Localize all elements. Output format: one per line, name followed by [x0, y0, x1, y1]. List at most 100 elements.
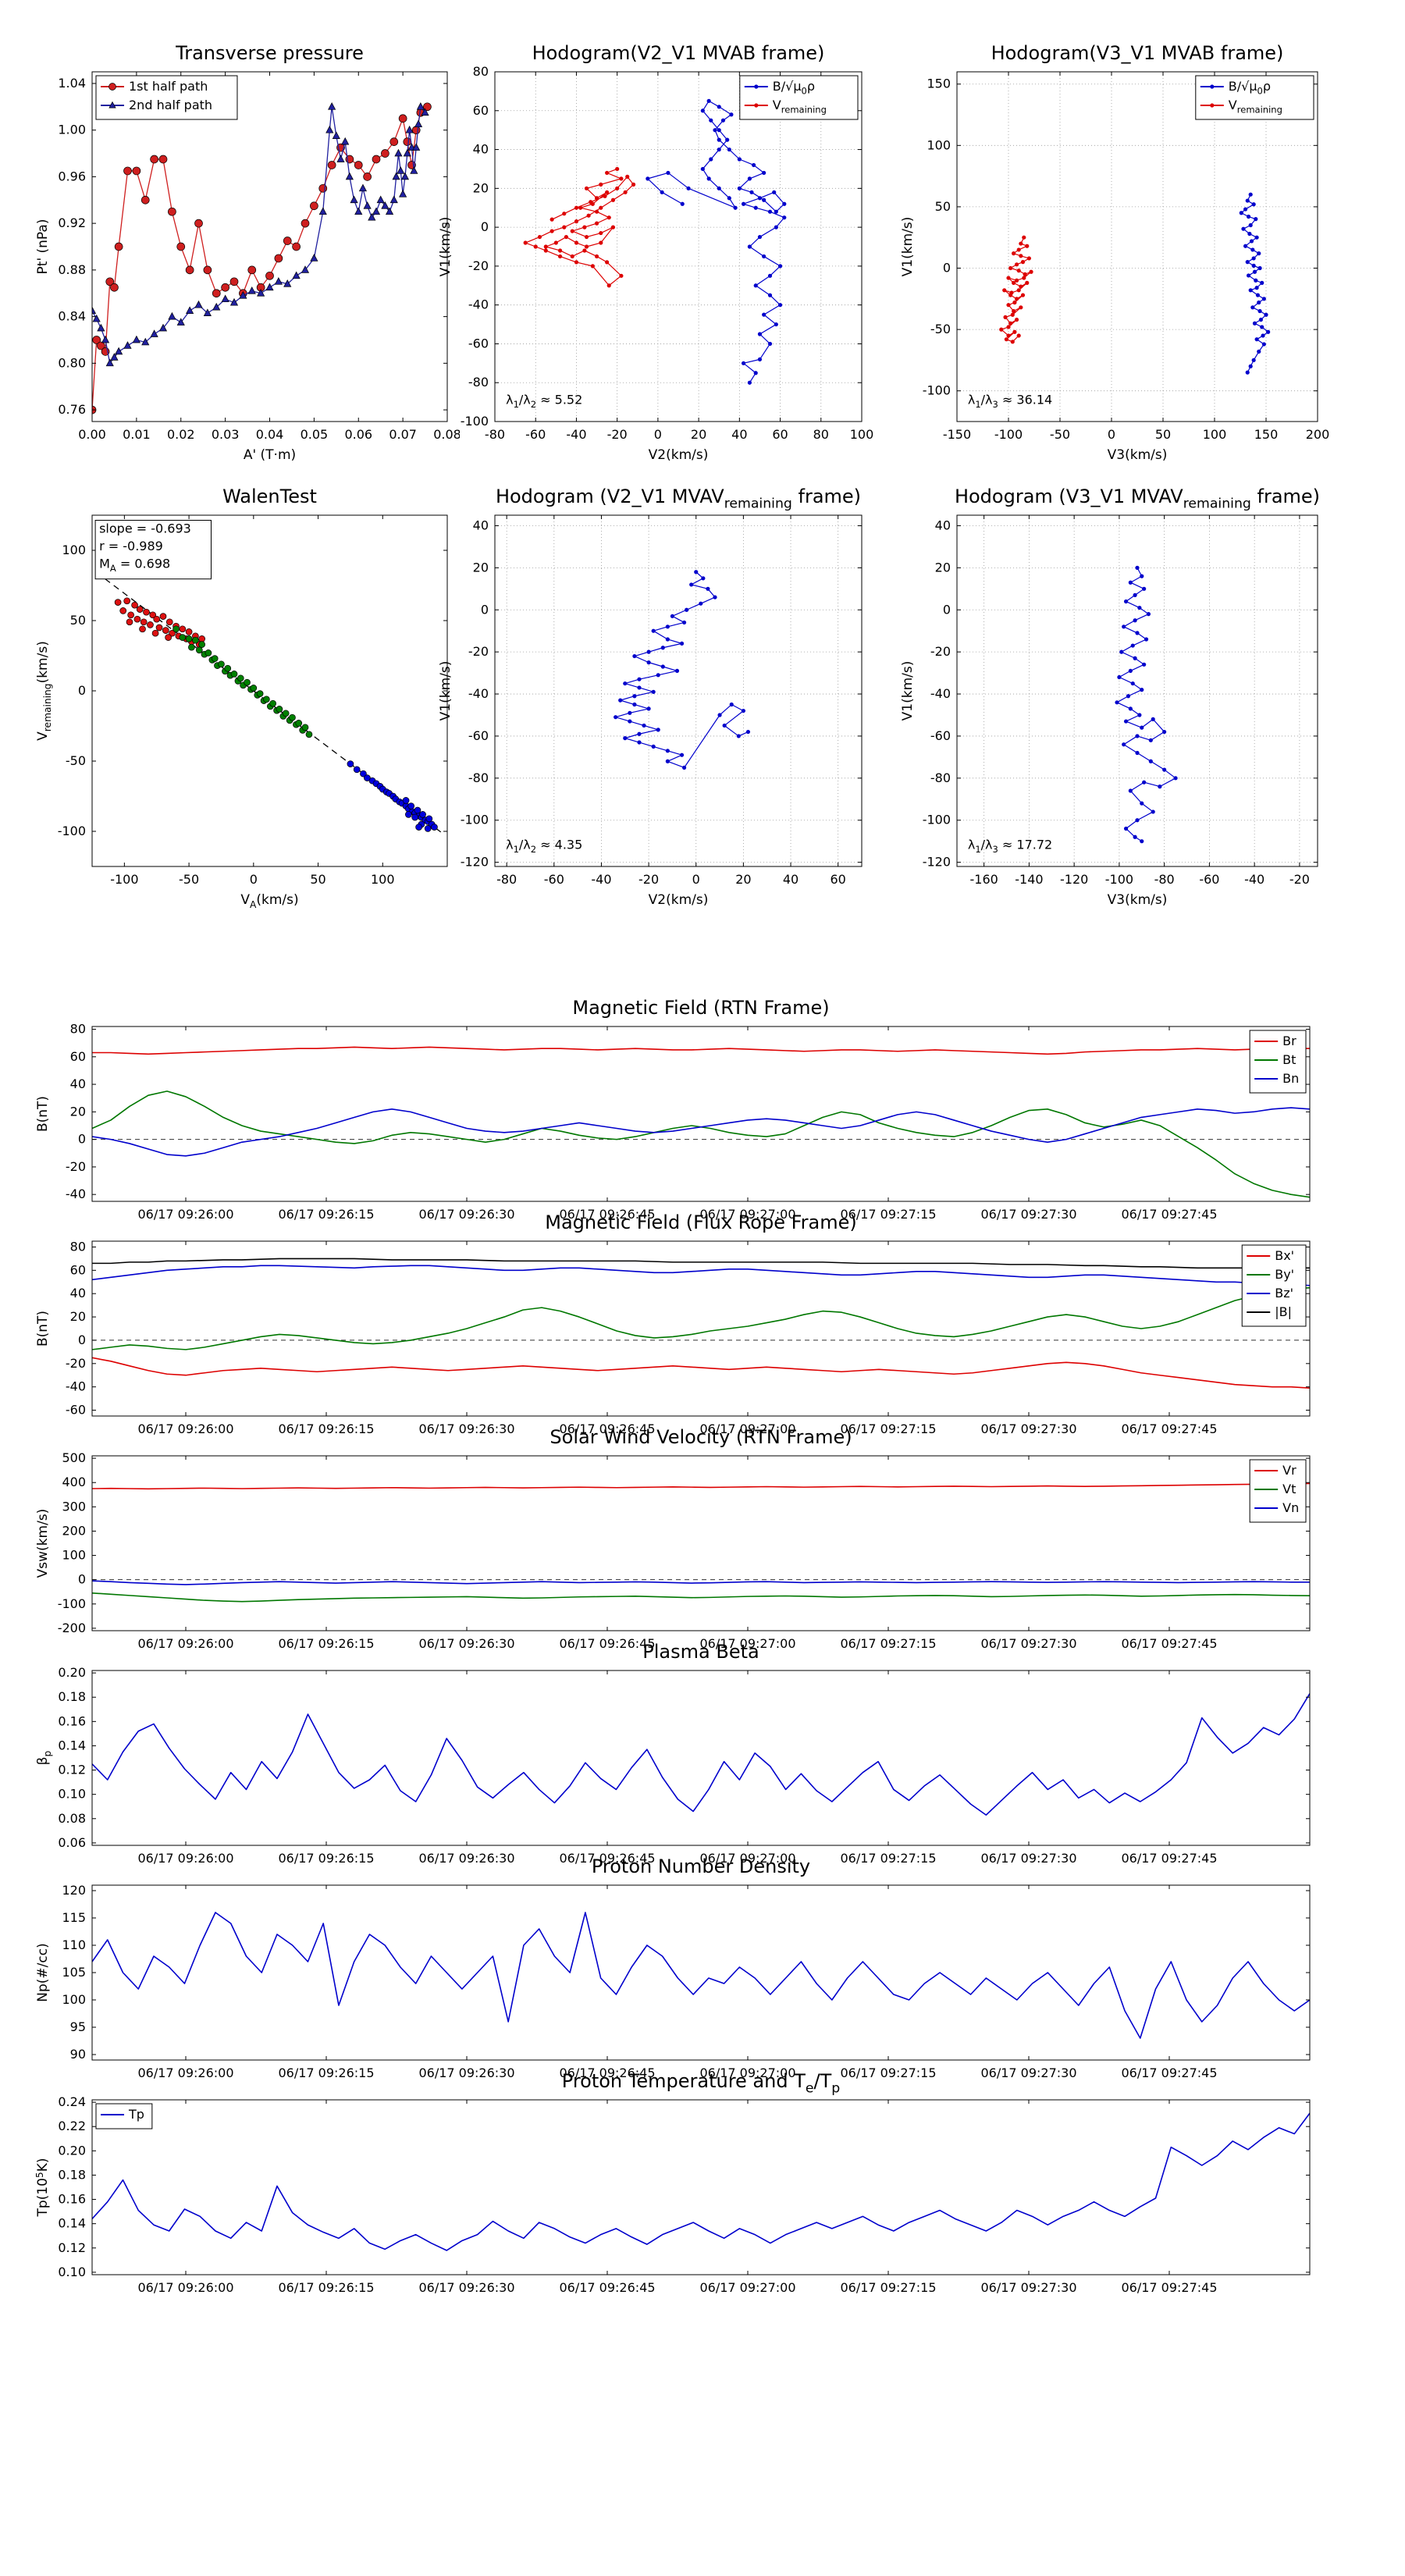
panel-magnetic-field-flux-rope: 06/17 09:26:00 06/17 09:26:15 06/17 09:26:… — [30, 1205, 1322, 1464]
svg-text:06/17 09:27:00: 06/17 09:27:00 — [699, 2065, 795, 2080]
svg-text:40: 40 — [473, 518, 489, 532]
panel-hodogram-v2v1-mvav: -80 -60 -40 -20 0 20 40 60 -120 -100 -80 -60 -40 -20 0… — [432, 479, 874, 915]
svg-text:06/17 09:27:45: 06/17 09:27:45 — [1121, 2065, 1217, 2080]
svg-text:-200: -200 — [58, 1621, 86, 1635]
svg-text:0.08: 0.08 — [58, 1811, 86, 1826]
svg-text:Vn: Vn — [1282, 1500, 1299, 1515]
svg-text:0.04: 0.04 — [256, 427, 284, 442]
svg-text:B(nT): B(nT) — [35, 1096, 51, 1132]
svg-text:1.00: 1.00 — [58, 123, 86, 137]
svg-text:-40: -40 — [468, 686, 489, 701]
svg-text:100: 100 — [927, 137, 951, 152]
svg-text:0.14: 0.14 — [58, 2216, 86, 2231]
series-v-remaining — [523, 166, 636, 288]
svg-text:-20: -20 — [1289, 872, 1310, 887]
series-Vr — [92, 1482, 1310, 1490]
svg-text:06/17 09:26:30: 06/17 09:26:30 — [418, 1421, 514, 1436]
svg-text:-120: -120 — [461, 855, 489, 870]
svg-text:0.10: 0.10 — [58, 1787, 86, 1802]
svg-text:MA = 0.698: MA = 0.698 — [99, 556, 170, 573]
svg-text:0.16: 0.16 — [58, 2192, 86, 2207]
svg-text:06/17 09:27:15: 06/17 09:27:15 — [840, 2065, 936, 2080]
panel-hodogram-v2v1-mvab: -80 -60 -40 -20 0 20 40 60 80 100 -100 -80 -60 -40 -20… — [432, 36, 874, 470]
svg-text:40: 40 — [473, 142, 489, 157]
svg-text:06/17 09:27:30: 06/17 09:27:30 — [980, 2065, 1076, 2080]
svg-text:95: 95 — [70, 2019, 86, 2034]
svg-text:-40: -40 — [1244, 872, 1264, 887]
svg-text:0.84: 0.84 — [58, 309, 86, 324]
svg-text:B/√μ0ρ: B/√μ0ρ — [1229, 79, 1271, 96]
svg-text:0: 0 — [250, 872, 258, 887]
svg-text:0.14: 0.14 — [58, 1738, 86, 1752]
svg-text:06/17 09:26:00: 06/17 09:26:00 — [137, 1207, 233, 1222]
svg-text:06/17 09:27:15: 06/17 09:27:15 — [840, 1207, 936, 1222]
svg-text:0: 0 — [78, 1132, 86, 1147]
series-b-alfven — [646, 98, 787, 385]
svg-text:80: 80 — [70, 1239, 86, 1254]
svg-text:0.24: 0.24 — [58, 2094, 86, 2109]
svg-text:60: 60 — [473, 103, 489, 118]
svg-text:0.20: 0.20 — [58, 1665, 86, 1680]
svg-text:0: 0 — [654, 427, 662, 442]
chart-svg-plasma-beta: 06/17 09:26:00 06/17 09:26:15 06/17 09:26:… — [35, 1641, 1311, 1866]
svg-text:0.76: 0.76 — [58, 402, 86, 417]
series-segment-blue — [347, 760, 438, 832]
svg-text:Pt' (nPa): Pt' (nPa) — [35, 219, 51, 275]
series-v-path — [1115, 565, 1178, 844]
svg-text:-120: -120 — [1060, 872, 1088, 887]
svg-text:-40: -40 — [66, 1379, 86, 1394]
series-Bn — [92, 1107, 1310, 1157]
svg-text:0.18: 0.18 — [58, 1689, 86, 1704]
svg-text:0: 0 — [692, 872, 700, 887]
svg-text:06/17 09:26:45: 06/17 09:26:45 — [559, 1851, 655, 1866]
svg-text:06/17 09:27:15: 06/17 09:27:15 — [840, 1851, 936, 1866]
svg-text:-100: -100 — [58, 824, 86, 838]
svg-text:-80: -80 — [485, 427, 505, 442]
svg-text:20: 20 — [935, 560, 951, 575]
svg-text:-20: -20 — [66, 1159, 86, 1174]
svg-text:0.02: 0.02 — [167, 427, 195, 442]
svg-text:-160: -160 — [969, 872, 998, 887]
series-Vt — [92, 1592, 1310, 1603]
panel-walen-test: -100 -50 0 50 100 -100 -50 0 50 100 WalenTest VA(km… — [30, 479, 460, 915]
panel-proton-temperature: 06/17 09:26:00 06/17 09:26:15 06/17 09:26:… — [30, 2064, 1322, 2323]
svg-text:-100: -100 — [461, 813, 489, 827]
svg-text:0.01: 0.01 — [123, 427, 151, 442]
svg-text:Tp(105K): Tp(105K) — [34, 2158, 51, 2217]
svg-text:Vt: Vt — [1282, 1482, 1296, 1496]
svg-text:-60: -60 — [930, 728, 951, 743]
svg-text:V3(km/s): V3(km/s) — [1108, 892, 1168, 908]
svg-text:0.10: 0.10 — [58, 2265, 86, 2279]
svg-text:06/17 09:27:45: 06/17 09:27:45 — [1121, 1851, 1217, 1866]
series-segment-red — [114, 597, 205, 648]
series-Br — [92, 1046, 1310, 1055]
svg-text:-80: -80 — [930, 770, 951, 785]
chart-svg-proton-temperature: 06/17 09:26:00 06/17 09:26:15 06/17 09:26:… — [34, 2070, 1311, 2295]
series-By-prime — [92, 1286, 1310, 1350]
svg-text:06/17 09:27:15: 06/17 09:27:15 — [840, 2280, 936, 2295]
svg-text:150: 150 — [927, 76, 951, 91]
svg-text:06/17 09:26:30: 06/17 09:26:30 — [418, 1851, 514, 1866]
svg-text:0.22: 0.22 — [58, 2119, 86, 2133]
svg-text:0.20: 0.20 — [58, 2143, 86, 2158]
svg-text:slope = -0.693: slope = -0.693 — [99, 521, 191, 536]
svg-text:Np(#/cc): Np(#/cc) — [35, 1943, 51, 2001]
svg-text:-60: -60 — [66, 1403, 86, 1418]
svg-text:06/17 09:27:30: 06/17 09:27:30 — [980, 1207, 1076, 1222]
series-beta — [92, 1693, 1310, 1816]
svg-text:40: 40 — [935, 518, 951, 532]
svg-text:50: 50 — [70, 613, 86, 628]
svg-text:20: 20 — [70, 1309, 86, 1324]
svg-text:Vr: Vr — [1282, 1463, 1297, 1478]
svg-text:100: 100 — [62, 543, 86, 557]
series-Bz-prime — [92, 1265, 1310, 1286]
svg-text:105: 105 — [62, 1965, 86, 1980]
svg-text:06/17 09:26:30: 06/17 09:26:30 — [418, 1636, 514, 1651]
svg-text:80: 80 — [473, 64, 489, 79]
svg-text:Vremaining: Vremaining — [773, 98, 827, 115]
svg-text:0.12: 0.12 — [58, 1763, 86, 1777]
series-Bt — [92, 1091, 1310, 1198]
svg-text:-40: -40 — [591, 872, 611, 887]
svg-text:100: 100 — [1203, 427, 1227, 442]
